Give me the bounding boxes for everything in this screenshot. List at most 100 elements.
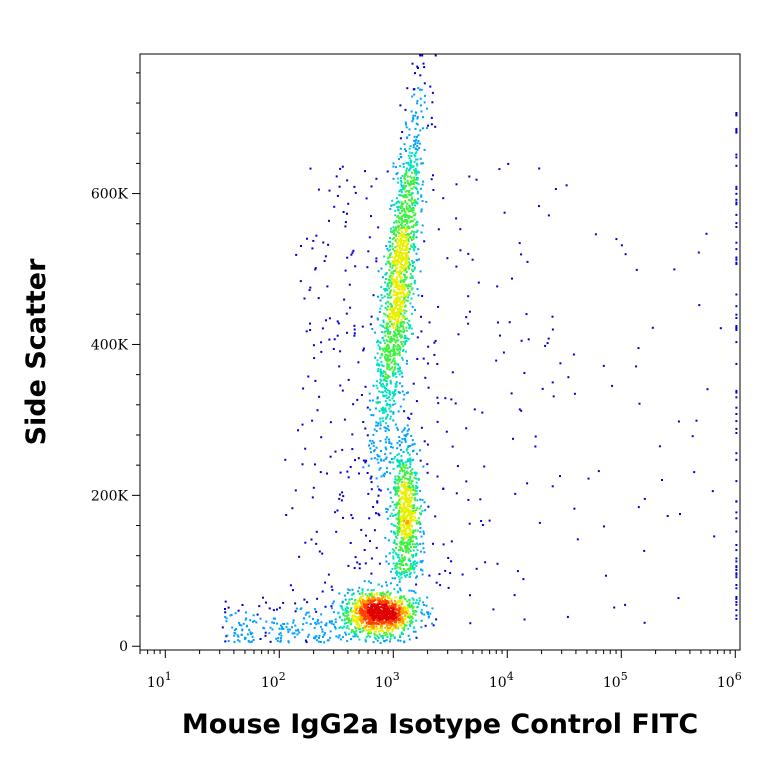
data-point (658, 445, 661, 448)
data-point (396, 314, 399, 317)
data-point (735, 500, 738, 503)
data-point (397, 391, 400, 394)
data-point (349, 466, 352, 468)
data-point (371, 608, 374, 611)
data-point (372, 600, 375, 602)
data-point (332, 348, 335, 350)
data-point (399, 540, 402, 543)
data-point (389, 274, 392, 277)
data-point (364, 461, 367, 464)
data-point (372, 625, 375, 628)
data-point (400, 330, 402, 333)
data-point (367, 598, 370, 601)
data-point (292, 589, 294, 592)
data-point (414, 610, 417, 612)
data-point (390, 634, 393, 637)
data-point (416, 202, 419, 205)
data-point (377, 339, 379, 342)
data-point (395, 291, 398, 294)
data-point (406, 208, 409, 211)
data-point (538, 205, 540, 208)
data-point (373, 614, 376, 617)
data-point (287, 630, 290, 633)
data-point (293, 636, 296, 639)
data-point (301, 423, 304, 426)
data-point (414, 155, 417, 158)
data-point (693, 471, 696, 474)
data-point (294, 610, 297, 613)
data-point (385, 594, 388, 597)
data-point (400, 292, 403, 295)
data-point (403, 181, 406, 184)
data-point (312, 486, 315, 489)
data-point (237, 639, 240, 642)
data-point (400, 179, 402, 182)
data-point (735, 413, 738, 415)
data-point (274, 617, 276, 620)
data-point (382, 637, 384, 640)
data-point (423, 501, 426, 504)
data-point (407, 513, 410, 516)
data-point (400, 272, 403, 275)
data-point (379, 424, 382, 427)
data-point (398, 601, 401, 604)
data-point (402, 538, 405, 541)
data-point (387, 403, 390, 406)
data-point (342, 211, 345, 213)
data-point (389, 355, 392, 358)
data-point (415, 173, 418, 176)
data-point (317, 640, 320, 643)
data-point (415, 230, 418, 233)
data-point (400, 237, 403, 240)
data-point (390, 349, 393, 352)
data-point (398, 530, 401, 533)
data-point (350, 638, 352, 641)
data-point (383, 593, 386, 596)
data-point (403, 514, 405, 517)
data-point (370, 315, 373, 318)
data-point (402, 214, 405, 217)
data-point (382, 365, 385, 368)
data-point (381, 324, 384, 327)
data-point (351, 619, 354, 622)
data-point (408, 257, 410, 260)
data-point (375, 616, 378, 619)
data-point (389, 593, 391, 596)
data-point (392, 617, 395, 620)
data-point (401, 561, 404, 564)
data-point (383, 600, 386, 603)
data-point (408, 323, 410, 326)
data-point (309, 322, 311, 325)
data-point (735, 164, 738, 167)
data-point (383, 632, 386, 634)
data-point (406, 477, 409, 480)
data-point (374, 610, 377, 613)
data-point (389, 461, 392, 464)
data-point (404, 608, 407, 611)
data-point (383, 622, 386, 625)
data-point (323, 641, 326, 644)
data-point (400, 218, 403, 221)
data-point (409, 236, 412, 238)
data-point (403, 248, 406, 251)
data-point (354, 602, 357, 605)
data-point (735, 293, 738, 296)
data-point (406, 483, 409, 486)
data-point (397, 639, 400, 642)
data-point (442, 197, 445, 200)
data-point (411, 305, 414, 308)
data-point (379, 614, 382, 617)
data-point (396, 487, 399, 490)
data-point (412, 117, 415, 119)
data-point (576, 538, 579, 541)
data-point (404, 288, 406, 291)
data-point (409, 566, 412, 569)
data-point (350, 610, 353, 613)
data-point (264, 631, 267, 634)
data-point (404, 495, 407, 498)
data-point (398, 479, 401, 482)
data-point (735, 452, 738, 455)
data-point (422, 542, 425, 545)
data-point (364, 626, 367, 629)
data-point (385, 560, 388, 563)
